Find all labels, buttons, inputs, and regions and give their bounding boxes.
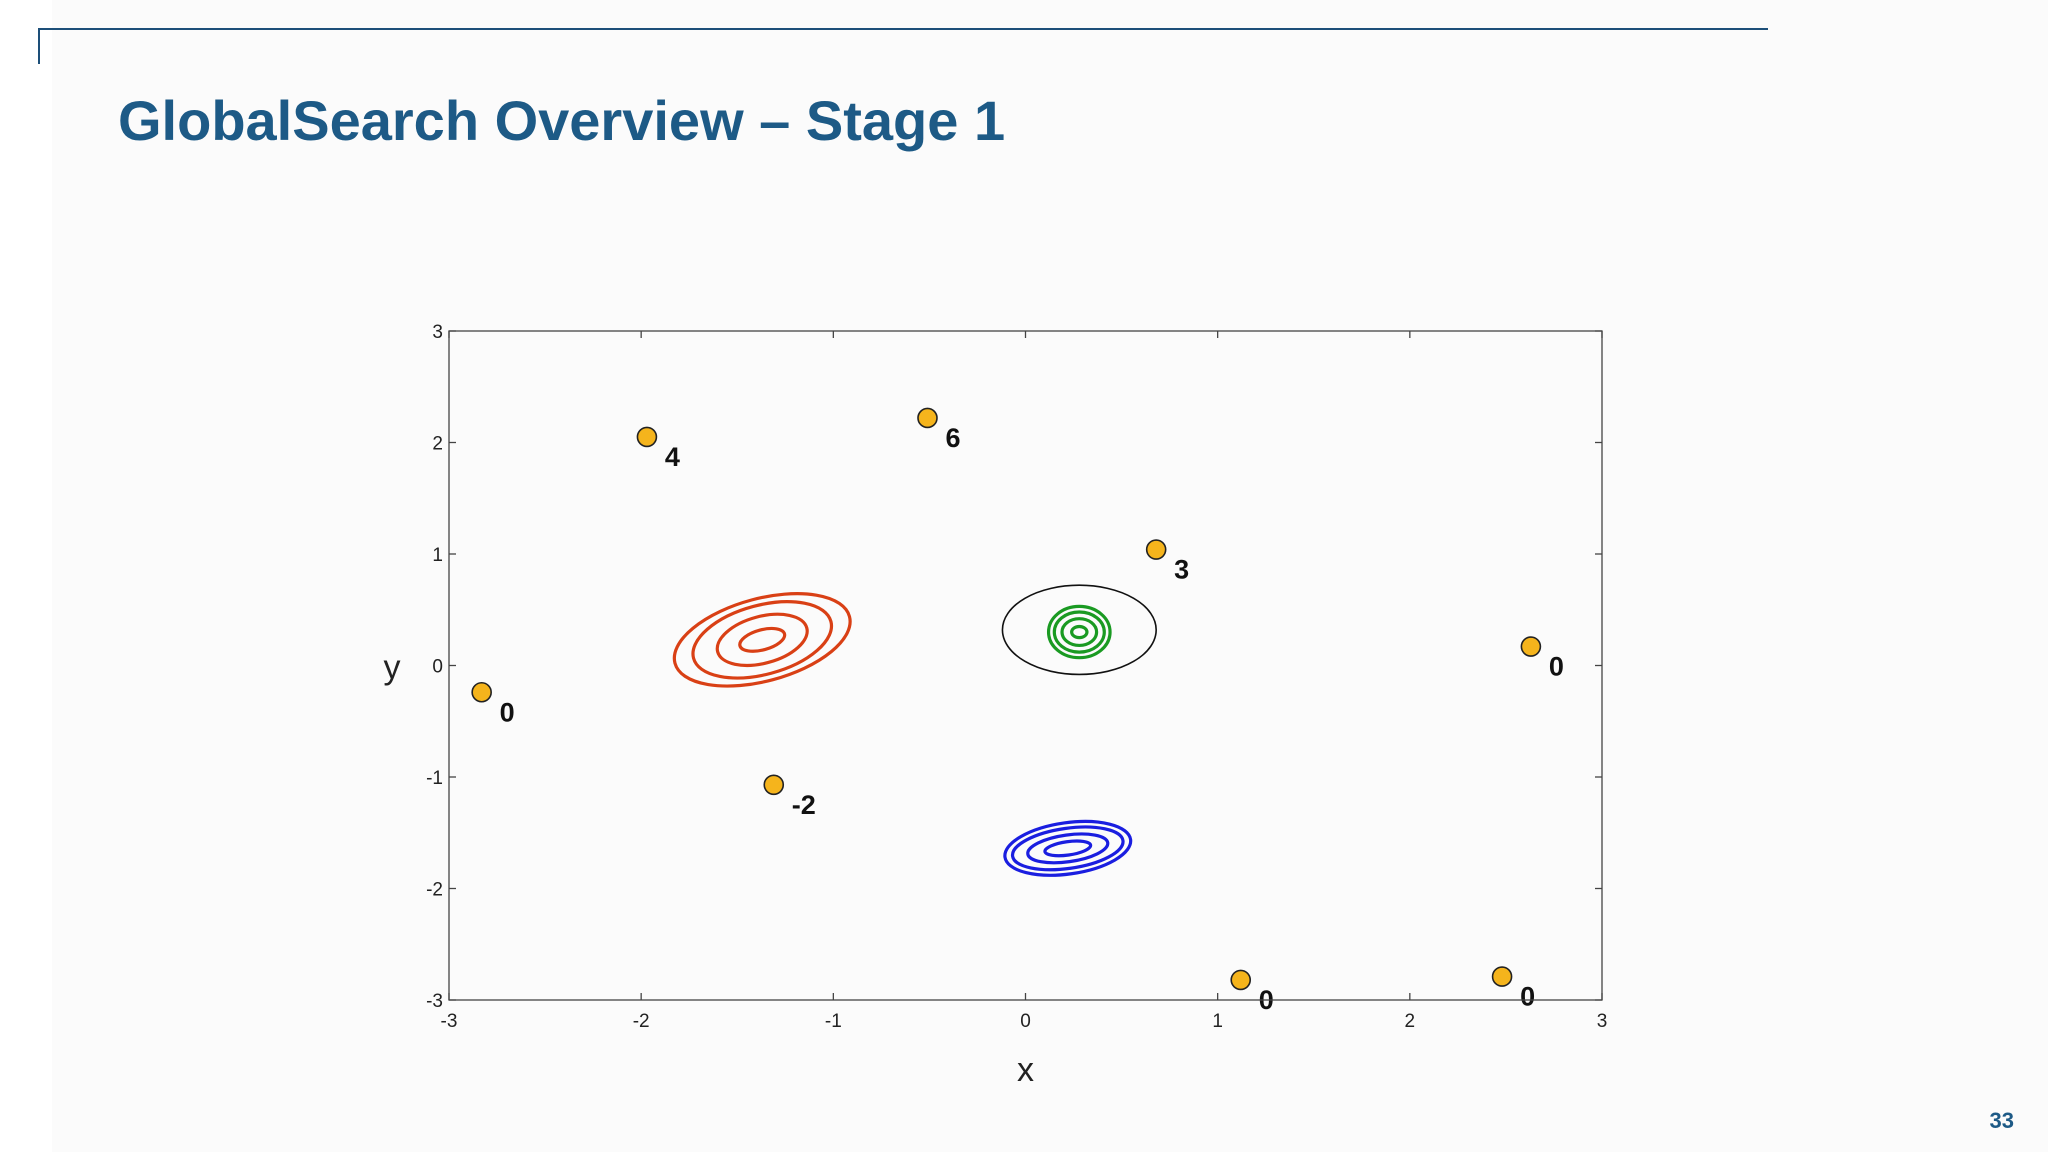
x-tick-label: 0 xyxy=(1020,1011,1031,1032)
red-basin-contour-line xyxy=(691,600,834,680)
x-tick-label: -1 xyxy=(825,1011,842,1032)
top-rule-line xyxy=(38,28,1768,30)
blue-basin-contour-line xyxy=(1003,819,1133,877)
start-point-marker xyxy=(917,407,938,429)
radius-circle-layer xyxy=(1001,584,1157,676)
page-number: 33 xyxy=(1989,1108,2014,1133)
x-tick-label: 2 xyxy=(1405,1011,1416,1032)
basin-contours xyxy=(672,592,1133,877)
red-basin-contours xyxy=(672,592,852,688)
green-basin-contours xyxy=(1046,604,1112,660)
start-point-label: 6 xyxy=(945,423,960,453)
green-basin-contour-line xyxy=(1052,610,1106,654)
start-point-marker xyxy=(471,681,492,703)
start-point-label: 0 xyxy=(1549,652,1564,682)
start-point-label: 0 xyxy=(500,697,515,727)
blue-basin-contour-line xyxy=(1010,825,1125,872)
blue-basin-contours xyxy=(1003,819,1133,877)
red-basin-contour-line xyxy=(738,626,787,653)
plot-frame xyxy=(448,330,1603,1001)
start-point-marker xyxy=(763,774,785,796)
x-tick-label: -2 xyxy=(633,1011,650,1032)
start-point-marker xyxy=(1230,969,1252,991)
x-tick-label: -3 xyxy=(441,1011,458,1032)
y-axis-label: y xyxy=(384,649,401,687)
start-point-label: 4 xyxy=(665,442,680,472)
start-point-label: -2 xyxy=(792,790,816,820)
blue-basin-contour-line xyxy=(1026,832,1110,865)
x-tick-label: 1 xyxy=(1212,1011,1223,1032)
start-point-label: 3 xyxy=(1174,555,1189,585)
green-basin-contour-line xyxy=(1060,617,1099,648)
start-point-marker xyxy=(1491,966,1513,987)
slide-title: GlobalSearch Overview – Stage 1 xyxy=(118,89,1006,152)
y-tick-label: 3 xyxy=(432,322,443,343)
red-basin-contour-line xyxy=(672,592,852,688)
slide-background xyxy=(52,0,2048,1152)
green-basin-contour-line xyxy=(1046,604,1112,660)
basin-radius-circle xyxy=(1001,584,1157,676)
y-tick-label: -2 xyxy=(426,880,443,901)
start-point-label: 0 xyxy=(1520,982,1535,1012)
green-basin-contour-line xyxy=(1070,624,1089,640)
axes: -3 -2 -1 0 1 2 3 -3 -2 -1 0 1 2 3 xyxy=(426,322,1607,1032)
y-tick-label: 1 xyxy=(432,545,443,566)
blue-basin-contour-line xyxy=(1043,839,1093,858)
red-basin-contour-line xyxy=(715,612,809,668)
start-point-marker xyxy=(1520,636,1542,657)
start-point-marker xyxy=(636,426,658,448)
start-point-marker xyxy=(1145,539,1167,560)
y-tick-label: -3 xyxy=(426,991,443,1012)
y-tick-label: 0 xyxy=(432,657,443,678)
x-tick-label: 3 xyxy=(1597,1011,1608,1032)
top-rule-tick xyxy=(38,28,40,64)
y-tick-label: 2 xyxy=(432,434,443,455)
x-axis-label: x xyxy=(1017,1051,1034,1089)
y-tick-label: -1 xyxy=(426,768,443,789)
